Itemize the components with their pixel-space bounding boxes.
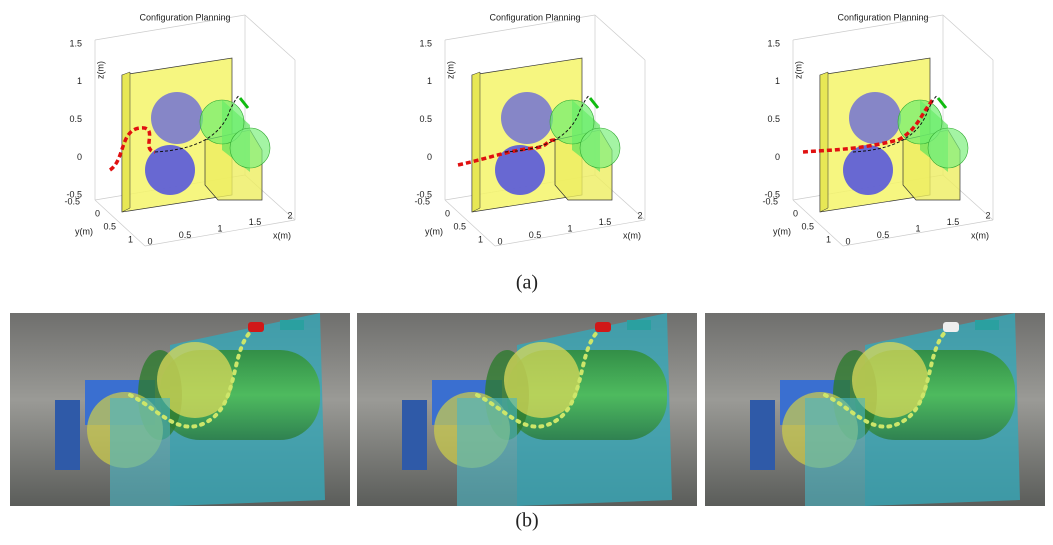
z-tick-label: 0.5 (419, 114, 432, 124)
sphere (849, 92, 901, 144)
y-tick-label: 1 (128, 234, 133, 244)
plot: Configuration Planning x(m) y(m) z(m) 1.5 1 0.… (414, 12, 645, 246)
photo-element (595, 322, 611, 332)
y-tick-label: -0.5 (64, 196, 80, 206)
cylinder-end (928, 128, 968, 168)
x-tick-label: 2 (637, 210, 642, 220)
photo-element (457, 398, 517, 506)
axis-edge (245, 15, 295, 60)
plot-title: Configuration Planning (489, 12, 580, 22)
axis-label: y(m) (75, 226, 93, 236)
photo-content (10, 313, 350, 506)
z-tick-label: 1 (775, 76, 780, 86)
sphere (145, 145, 195, 195)
z-tick-label: 0 (77, 152, 82, 162)
photo-content (357, 313, 697, 506)
x-tick-label: 1 (567, 223, 572, 233)
panel-label: (b) (515, 510, 538, 532)
y-tick-label: -0.5 (762, 196, 778, 206)
z-tick-label: 1 (77, 76, 82, 86)
y-tick-label: 1 (478, 234, 483, 244)
photo-element (627, 320, 651, 330)
axis-edge (943, 15, 993, 60)
plot: Configuration Planning x(m) y(m) z(m) 1.5 1 0.… (762, 12, 993, 246)
axis-label: x(m) (273, 230, 291, 240)
plot: Configuration Planning x(m) y(m) z(m) 1.5 1 0.… (64, 12, 295, 246)
obstacle-wall-side (472, 72, 480, 212)
x-tick-label: 2 (985, 210, 990, 220)
x-tick-label: 1.5 (249, 217, 262, 227)
x-tick-label: 0 (845, 236, 850, 246)
z-tick-label: 1.5 (419, 38, 432, 48)
x-tick-label: 1.5 (947, 217, 960, 227)
axis-label: z(m) (445, 61, 455, 79)
axis-label: x(m) (971, 230, 989, 240)
z-tick-label: 0 (427, 152, 432, 162)
z-tick-label: 0.5 (69, 114, 82, 124)
photo-element (943, 322, 959, 332)
axis-label: y(m) (773, 226, 791, 236)
photo-element (248, 322, 264, 332)
z-tick-label: 0.5 (767, 114, 780, 124)
goal-arrow (938, 98, 946, 108)
x-tick-label: 1 (217, 223, 222, 233)
photo-element (110, 398, 170, 506)
sphere (501, 92, 553, 144)
sphere (843, 145, 893, 195)
photo-element (280, 320, 304, 330)
cylinder-end (580, 128, 620, 168)
photo-element (402, 400, 427, 470)
z-tick-label: 1.5 (69, 38, 82, 48)
x-tick-label: 1.5 (599, 217, 612, 227)
y-tick-label: 0 (793, 208, 798, 218)
axis-label: y(m) (425, 226, 443, 236)
z-tick-label: 0 (775, 152, 780, 162)
y-tick-label: 0.5 (801, 221, 814, 231)
plot-title: Configuration Planning (837, 12, 928, 22)
axis-label: x(m) (623, 230, 641, 240)
photo-element (805, 398, 865, 506)
sphere (495, 145, 545, 195)
z-tick-label: 1 (427, 76, 432, 86)
plot-title: Configuration Planning (139, 12, 230, 22)
y-tick-label: 0 (445, 208, 450, 218)
x-tick-label: 0 (497, 236, 502, 246)
photo-element (975, 320, 999, 330)
y-tick-label: 1 (826, 234, 831, 244)
photo-element (750, 400, 775, 470)
z-tick-label: 1.5 (767, 38, 780, 48)
y-tick-label: 0.5 (453, 221, 466, 231)
obstacle-wall-side (820, 72, 828, 212)
x-tick-label: 0.5 (179, 230, 192, 240)
panel-label: (a) (516, 272, 538, 294)
photo-content (705, 313, 1045, 506)
y-tick-label: 0 (95, 208, 100, 218)
x-tick-label: 1 (915, 223, 920, 233)
y-tick-label: -0.5 (414, 196, 430, 206)
y-tick-label: 0.5 (103, 221, 116, 231)
cylinder-end (230, 128, 270, 168)
x-tick-label: 0 (147, 236, 152, 246)
x-tick-label: 0.5 (877, 230, 890, 240)
axis-edge (595, 15, 645, 60)
figure: (a) (b) Configuration Planning x(m) y(m) z(… (0, 0, 1053, 540)
sphere (151, 92, 203, 144)
axis-label: z(m) (793, 61, 803, 79)
axis-label: z(m) (95, 61, 105, 79)
photo-element (55, 400, 80, 470)
x-tick-label: 2 (287, 210, 292, 220)
goal-arrow (240, 98, 248, 108)
x-tick-label: 0.5 (529, 230, 542, 240)
page: {"figure": { "panel_a": {"label": "(a)",… (0, 0, 1053, 545)
goal-arrow (590, 98, 598, 108)
